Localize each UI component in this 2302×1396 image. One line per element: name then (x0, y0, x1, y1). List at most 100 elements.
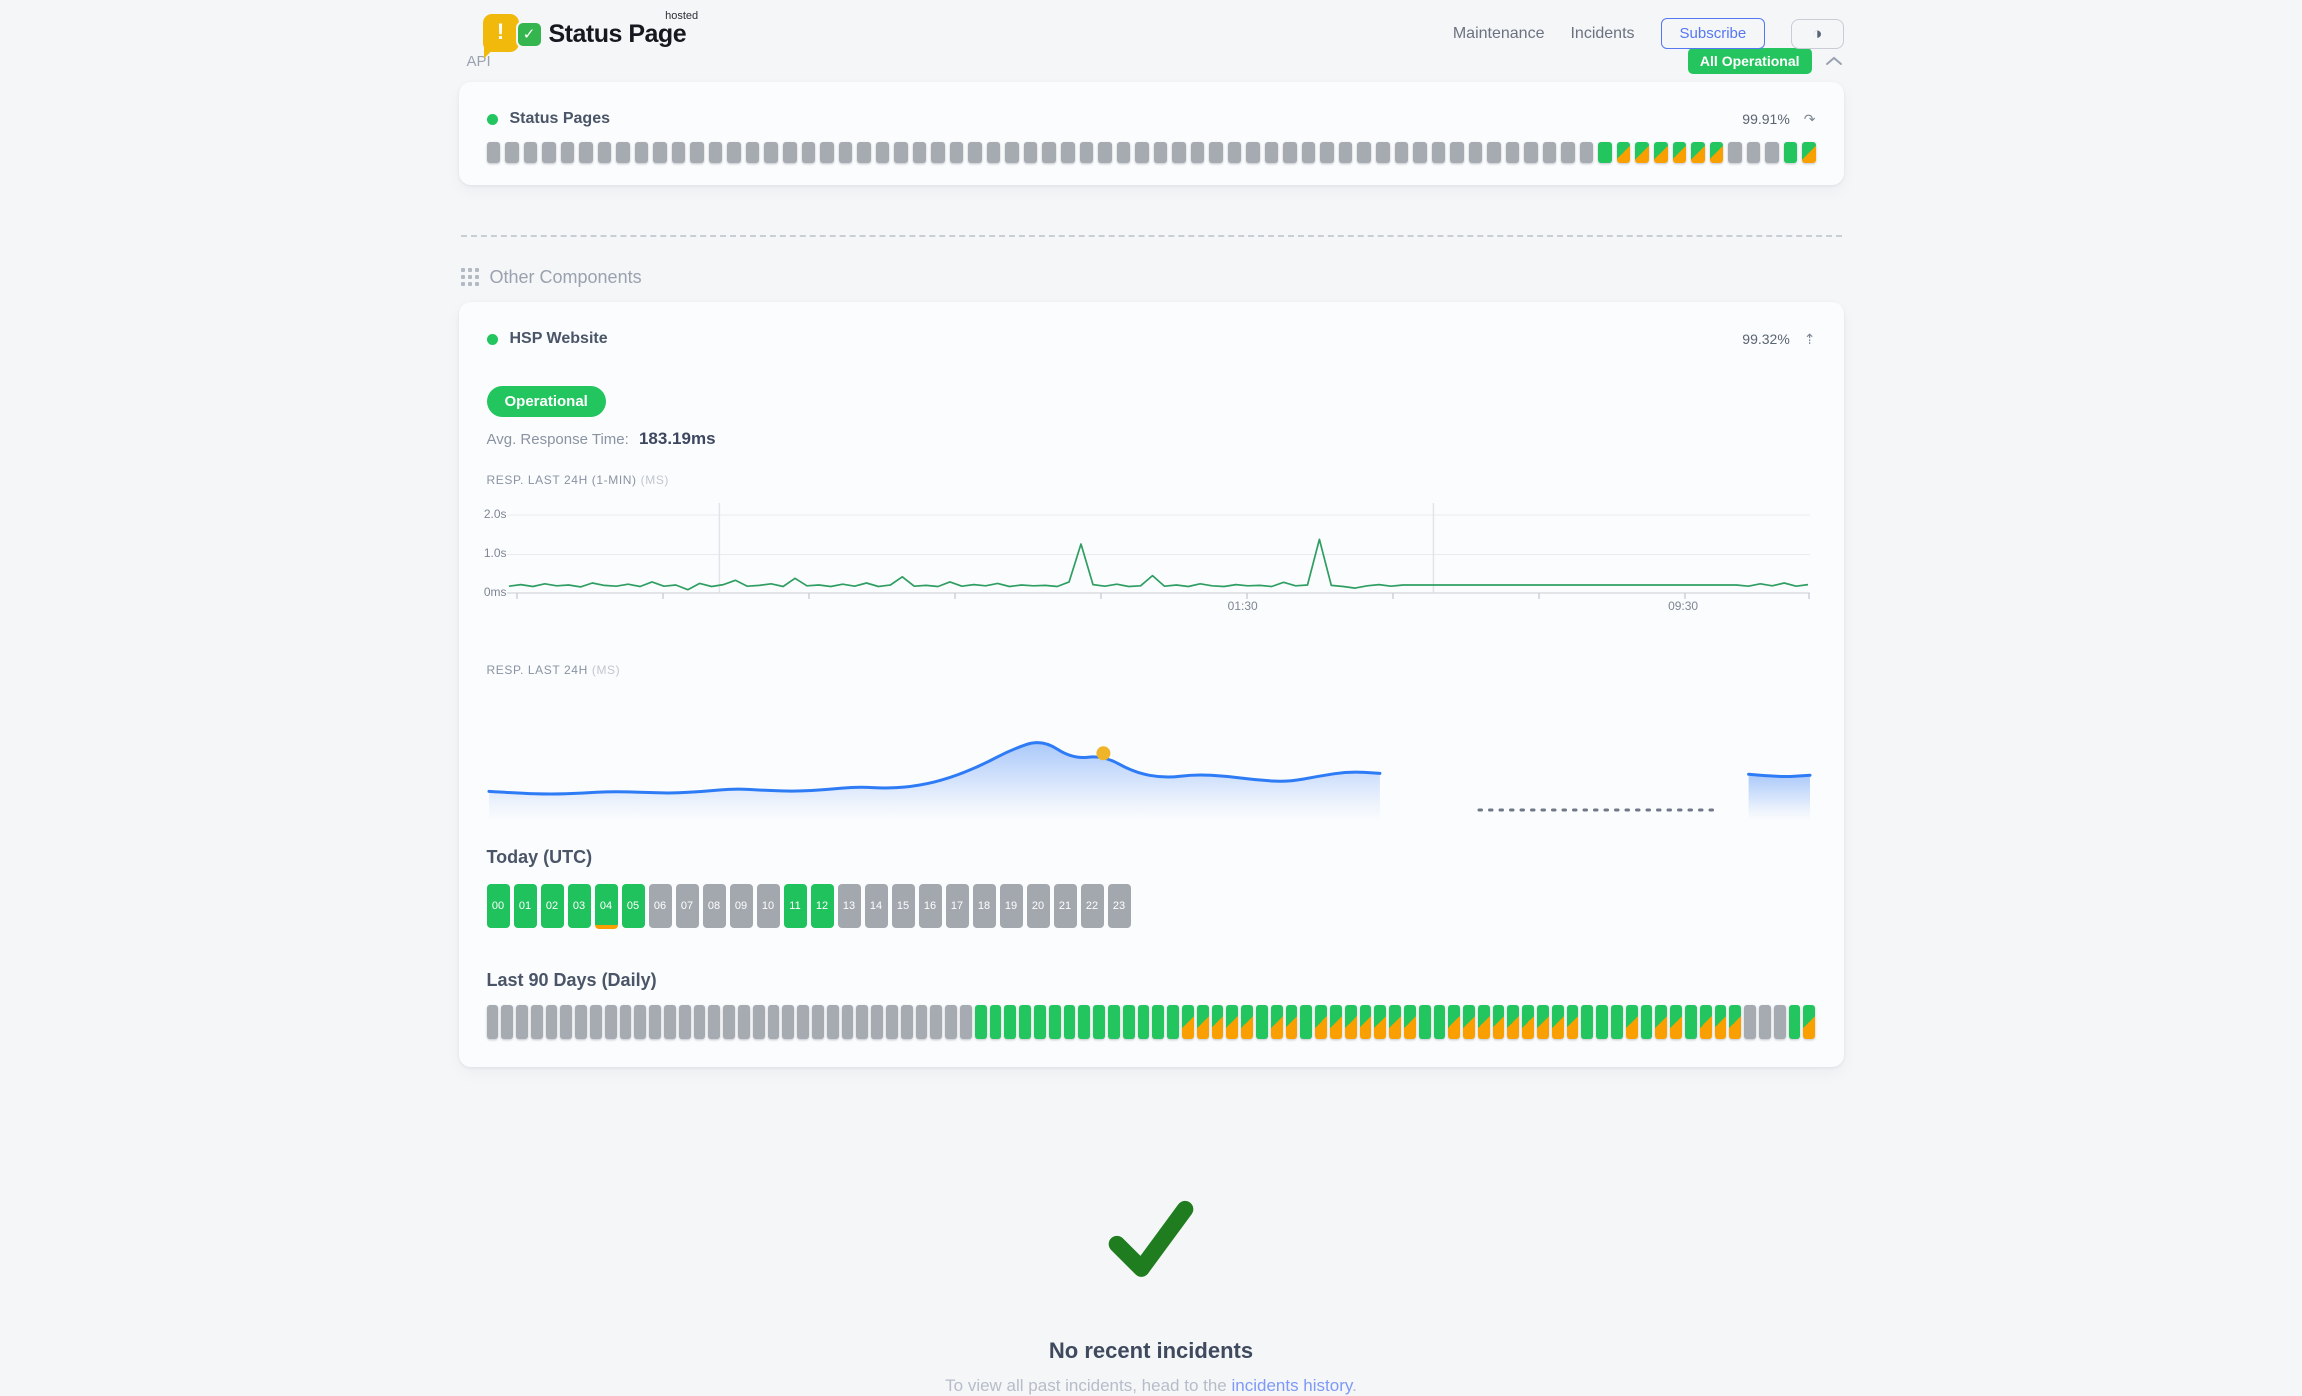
uptime-bar-degraded[interactable] (1241, 1005, 1253, 1039)
hour-block-10[interactable]: 10 (756, 884, 780, 928)
uptime-bar-no-data[interactable] (708, 142, 723, 163)
uptime-bar-degraded[interactable] (1226, 1005, 1239, 1039)
uptime-bar-no-data[interactable] (1376, 142, 1390, 163)
uptime-bar-no-data[interactable] (1579, 142, 1594, 163)
uptime-bar-operational[interactable] (1783, 142, 1798, 163)
uptime-bar-no-data[interactable] (797, 1005, 810, 1039)
uptime-bar-degraded[interactable] (1448, 1005, 1461, 1039)
uptime-bar-no-data[interactable] (597, 142, 612, 163)
hour-block-21[interactable]: 21 (1053, 884, 1077, 928)
uptime-bar-degraded[interactable] (1374, 1005, 1387, 1039)
uptime-bar-degraded[interactable] (1802, 142, 1816, 163)
hour-block-17[interactable]: 17 (945, 884, 969, 928)
uptime-bar-no-data[interactable] (752, 1005, 765, 1039)
uptime-bar-degraded[interactable] (1181, 1005, 1194, 1039)
uptime-bar-no-data[interactable] (912, 142, 927, 163)
uptime-bar-no-data[interactable] (1357, 142, 1371, 163)
uptime-bar-no-data[interactable] (708, 1005, 721, 1039)
uptime-bar-no-data[interactable] (826, 1005, 839, 1039)
uptime-bar-operational[interactable] (1033, 1005, 1046, 1039)
uptime-bar-no-data[interactable] (960, 1005, 972, 1039)
uptime-bar-no-data[interactable] (1320, 142, 1334, 163)
uptime-bar-operational[interactable] (1685, 1005, 1697, 1039)
uptime-bar-operational[interactable] (1152, 1005, 1165, 1039)
uptime-bar-no-data[interactable] (1765, 142, 1779, 163)
hour-block-05[interactable]: 05 (621, 884, 645, 928)
nav-incidents[interactable]: Incidents (1570, 24, 1635, 42)
uptime-bar-no-data[interactable] (764, 142, 778, 163)
hour-block-14[interactable]: 14 (864, 884, 888, 928)
hour-block-04[interactable]: 04 (594, 884, 618, 929)
uptime-bar-operational[interactable] (1788, 1005, 1801, 1039)
uptime-bar-degraded[interactable] (1653, 142, 1668, 163)
uptime-bar-degraded[interactable] (1315, 1005, 1327, 1039)
uptime-bar-no-data[interactable] (738, 1005, 750, 1039)
uptime-bar-no-data[interactable] (486, 1005, 499, 1039)
uptime-bar-no-data[interactable] (1264, 142, 1279, 163)
uptime-bar-operational[interactable] (1611, 1005, 1623, 1039)
hour-block-08[interactable]: 08 (702, 884, 726, 928)
uptime-bar-no-data[interactable] (1005, 142, 1019, 163)
uptime-bar-no-data[interactable] (590, 1005, 602, 1039)
uptime-bar-degraded[interactable] (1329, 1005, 1342, 1039)
uptime-bar-degraded[interactable] (1537, 1005, 1549, 1039)
uptime-bar-no-data[interactable] (1744, 1005, 1757, 1039)
uptime-bar-no-data[interactable] (1042, 142, 1056, 163)
uptime-bar-degraded[interactable] (1344, 1005, 1357, 1039)
hour-block-18[interactable]: 18 (972, 884, 996, 928)
uptime-bar-no-data[interactable] (560, 1005, 573, 1039)
uptime-bar-operational[interactable] (1300, 1005, 1313, 1039)
uptime-bar-no-data[interactable] (616, 142, 630, 163)
uptime-bar-operational[interactable] (1581, 1005, 1594, 1039)
uptime-bar-operational[interactable] (974, 1005, 987, 1039)
uptime-bar-operational[interactable] (1640, 1005, 1653, 1039)
uptime-bar-no-data[interactable] (1450, 142, 1464, 163)
uptime-bar-no-data[interactable] (501, 1005, 514, 1039)
uptime-bar-operational[interactable] (1019, 1005, 1031, 1039)
hour-block-19[interactable]: 19 (999, 884, 1023, 928)
uptime-bar-operational[interactable] (1078, 1005, 1091, 1039)
uptime-bar-no-data[interactable] (931, 142, 945, 163)
uptime-bar-degraded[interactable] (1389, 1005, 1401, 1039)
uptime-bar-no-data[interactable] (575, 1005, 588, 1039)
uptime-bar-no-data[interactable] (516, 1005, 528, 1039)
uptime-bar-no-data[interactable] (1338, 142, 1353, 163)
uptime-bar-degraded[interactable] (1709, 142, 1724, 163)
uptime-bar-degraded[interactable] (1285, 1005, 1298, 1039)
uptime-bar-degraded[interactable] (1507, 1005, 1520, 1039)
uptime-bar-no-data[interactable] (523, 142, 538, 163)
uptime-bar-no-data[interactable] (1283, 142, 1297, 163)
uptime-bar-no-data[interactable] (693, 1005, 706, 1039)
uptime-bar-no-data[interactable] (1116, 142, 1131, 163)
theme-toggle-button[interactable]: ◑ (1791, 18, 1844, 49)
uptime-bar-no-data[interactable] (1759, 1005, 1771, 1039)
uptime-bar-no-data[interactable] (1394, 142, 1409, 163)
uptime-bar-no-data[interactable] (801, 142, 816, 163)
hour-block-13[interactable]: 13 (837, 884, 861, 928)
hour-block-00[interactable]: 00 (486, 884, 510, 928)
uptime-bar-operational[interactable] (989, 1005, 1002, 1039)
uptime-bar-degraded[interactable] (1699, 1005, 1712, 1039)
uptime-bar-degraded[interactable] (1672, 142, 1687, 163)
trend-up-icon[interactable]: ⇡ (1803, 330, 1816, 347)
uptime-bar-no-data[interactable] (1172, 142, 1186, 163)
uptime-bar-operational[interactable] (1137, 1005, 1150, 1039)
uptime-bar-operational[interactable] (1598, 142, 1612, 163)
uptime-bar-degraded[interactable] (1211, 1005, 1224, 1039)
uptime-bar-no-data[interactable] (505, 142, 519, 163)
uptime-bar-degraded[interactable] (1625, 1005, 1638, 1039)
uptime-bar-no-data[interactable] (1468, 142, 1483, 163)
nav-maintenance[interactable]: Maintenance (1452, 24, 1545, 42)
uptime-bar-no-data[interactable] (1487, 142, 1501, 163)
uptime-bar-no-data[interactable] (727, 142, 741, 163)
uptime-bar-degraded[interactable] (1522, 1005, 1535, 1039)
hour-block-01[interactable]: 01 (513, 884, 537, 928)
uptime-bar-no-data[interactable] (1505, 142, 1520, 163)
uptime-bar-operational[interactable] (1107, 1005, 1120, 1039)
uptime-bar-no-data[interactable] (634, 1005, 647, 1039)
uptime-bar-degraded[interactable] (1714, 1005, 1727, 1039)
uptime-bar-no-data[interactable] (1153, 142, 1168, 163)
hour-block-02[interactable]: 02 (540, 884, 564, 928)
hour-block-07[interactable]: 07 (675, 884, 699, 928)
uptime-bar-degraded[interactable] (1655, 1005, 1668, 1039)
